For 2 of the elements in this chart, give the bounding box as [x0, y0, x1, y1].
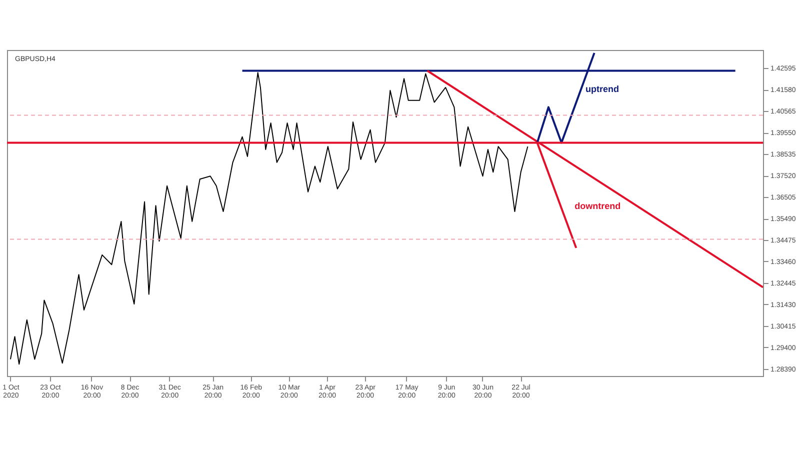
series-label: uptrend [585, 84, 619, 94]
series-label: downtrend [574, 200, 621, 211]
